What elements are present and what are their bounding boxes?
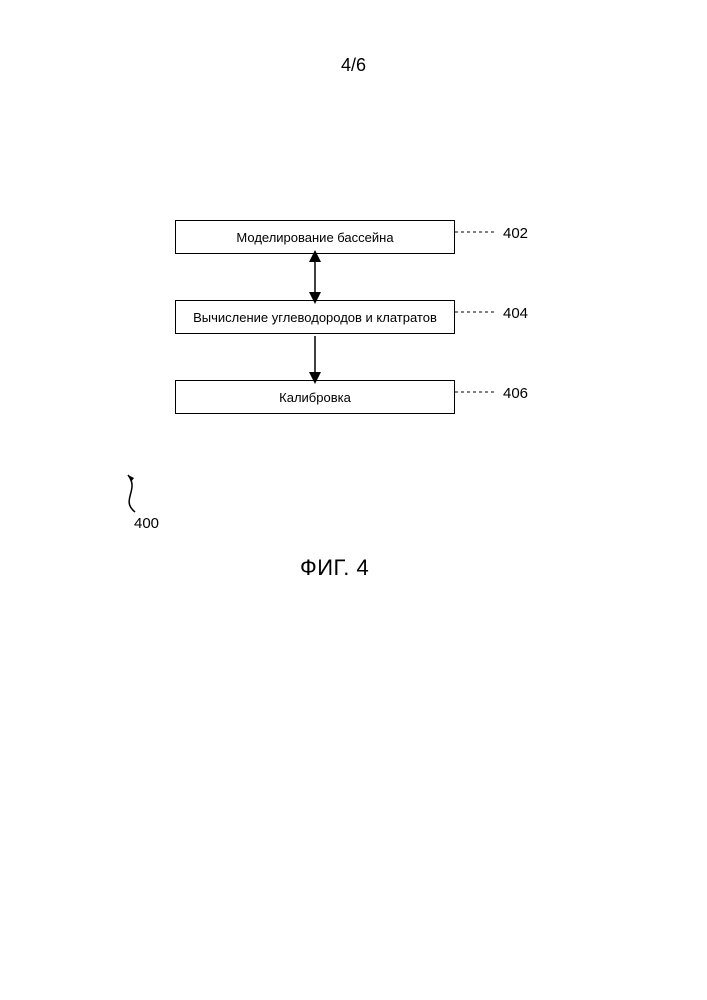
page: 4/6 Моделирование бассейна402Вычисление …	[0, 0, 707, 1000]
figure-reference-number: 400	[134, 515, 159, 532]
figure-caption: ФИГ. 4	[300, 555, 369, 581]
connector-layer	[0, 0, 707, 1000]
flowchart: Моделирование бассейна402Вычисление угле…	[0, 0, 707, 1000]
figure-ref-arrowhead	[128, 475, 134, 482]
